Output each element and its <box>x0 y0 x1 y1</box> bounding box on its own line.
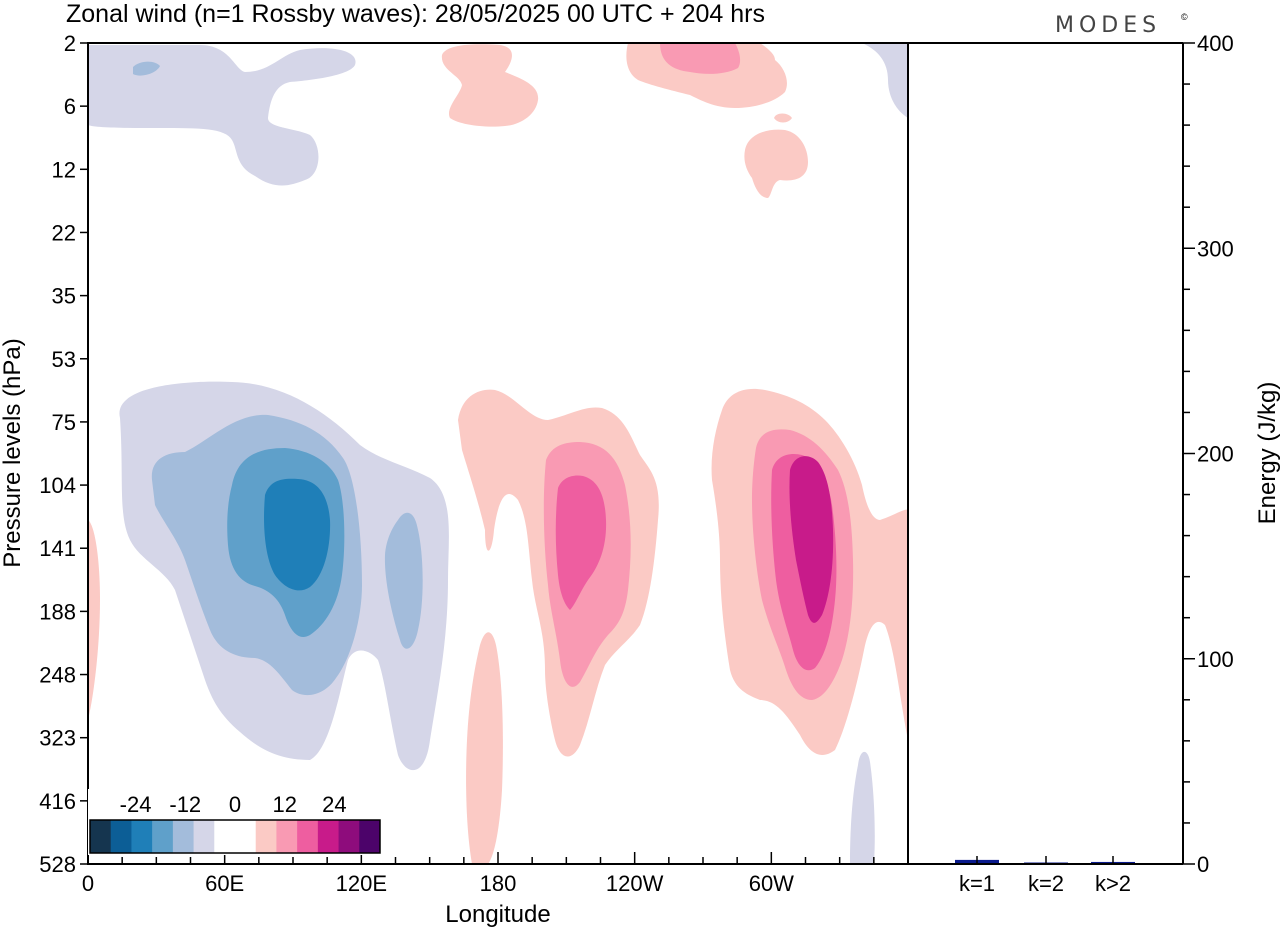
contour-neg-upper-right <box>862 43 908 118</box>
y-tick-label: 53 <box>52 347 76 372</box>
energy-tick-label: 0 <box>1197 852 1209 877</box>
y-tick-label: 248 <box>39 663 76 688</box>
contour-neg-upper <box>88 45 356 186</box>
contour-pos-blob <box>744 129 808 198</box>
x-tick-label: 0 <box>82 871 94 896</box>
energy-axis-label: Energy (J/kg) <box>1254 382 1280 525</box>
energy-category-label: k=1 <box>959 871 995 896</box>
y-tick-label: 35 <box>52 284 76 309</box>
contour-neg-upper-inner <box>133 61 160 76</box>
colorbar-swatch <box>297 820 319 853</box>
brand-mark: © <box>1181 12 1188 22</box>
x-tick-label: 60W <box>749 871 794 896</box>
brand-logo: MODES <box>1055 13 1161 38</box>
colorbar-swatch <box>276 820 298 853</box>
x-tick-label: 60E <box>205 871 244 896</box>
colorbar-swatch <box>338 820 360 853</box>
colorbar-swatch <box>193 820 215 853</box>
contour-pos-right-core <box>789 456 834 623</box>
x-axis-label: Longitude <box>445 901 550 928</box>
y-axis: 2 6 12 22 35 53 75 104 141 188 248 323 416 528 <box>39 31 88 877</box>
colorbar-label: 12 <box>272 792 296 817</box>
y-tick-label: 12 <box>52 157 76 182</box>
energy-category-label: k>2 <box>1095 871 1131 896</box>
y-tick-label: 2 <box>64 31 76 56</box>
y-tick-label: 141 <box>39 536 76 561</box>
contour-pos-mid-core <box>555 475 607 610</box>
x-tick-label: 120E <box>336 871 387 896</box>
colorbar-swatch <box>110 820 132 853</box>
colorbar-swatch <box>90 820 112 853</box>
hovmoller-panel: 0 60E 120E 180 120W 60W 2 6 12 22 35 53 75 104 141 188… <box>0 31 909 928</box>
contour-pos-dot <box>774 113 792 123</box>
colorbar-label: 24 <box>322 792 346 817</box>
contour-fields <box>88 43 908 864</box>
contour-pos-tongue <box>466 632 503 864</box>
y-axis-label: Pressure levels (hPa) <box>0 338 26 567</box>
energy-tick-label: 400 <box>1197 31 1234 56</box>
y-tick-label: 22 <box>52 220 76 245</box>
y-tick-label: 75 <box>52 410 76 435</box>
colorbar-swatch <box>172 820 195 853</box>
energy-tick-label: 100 <box>1197 647 1234 672</box>
colorbar-label: -12 <box>169 792 201 817</box>
y-tick-label: 528 <box>39 852 76 877</box>
energy-y-axis: 0 100 200 300 400 <box>1183 31 1234 877</box>
contour-neg-core <box>264 478 331 591</box>
x-tick-label: 180 <box>480 871 517 896</box>
x-tick-label: 120W <box>606 871 664 896</box>
contour-pos-upper-right-inner <box>660 43 741 74</box>
colorbar: -24 -12 0 12 24 <box>88 789 382 855</box>
energy-tick-label: 200 <box>1197 442 1234 467</box>
colorbar-swatch <box>131 820 153 853</box>
y-tick-label: 188 <box>39 599 76 624</box>
y-tick-label: 323 <box>39 726 76 751</box>
contour-pos-upper-left <box>441 44 539 127</box>
colorbar-swatch <box>359 820 381 853</box>
energy-tick-label: 300 <box>1197 236 1234 261</box>
chart-title: Zonal wind (n=1 Rossby waves): 28/05/202… <box>66 0 765 28</box>
colorbar-swatch <box>152 820 174 853</box>
y-tick-label: 6 <box>64 94 76 119</box>
colorbar-swatch <box>255 820 277 853</box>
contour-neg-tongue <box>850 751 875 864</box>
energy-category-label: k=2 <box>1028 871 1064 896</box>
colorbar-swatch <box>317 820 340 853</box>
energy-x-axis: k=1 k=2 k>2 <box>959 856 1131 896</box>
y-tick-label: 104 <box>39 473 76 498</box>
colorbar-frame <box>89 819 381 854</box>
colorbar-label: -24 <box>120 792 152 817</box>
energy-panel: 0 100 200 300 400 k=1 k=2 k>2 Energy (J/kg) <box>907 31 1280 896</box>
colorbar-swatch <box>235 820 257 853</box>
colorbar-label: 0 <box>229 792 241 817</box>
contour-pos-edge <box>88 520 100 720</box>
colorbar-swatch <box>214 820 236 853</box>
x-axis: 0 60E 120E 180 120W 60W <box>82 852 909 896</box>
y-tick-label: 416 <box>39 789 76 814</box>
energy-plot-area <box>908 43 1183 864</box>
contour-neg-lobe <box>384 512 423 649</box>
